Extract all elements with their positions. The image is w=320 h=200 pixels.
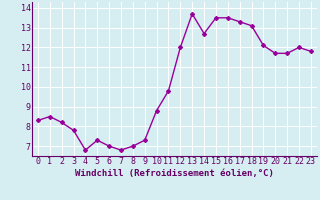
- X-axis label: Windchill (Refroidissement éolien,°C): Windchill (Refroidissement éolien,°C): [75, 169, 274, 178]
